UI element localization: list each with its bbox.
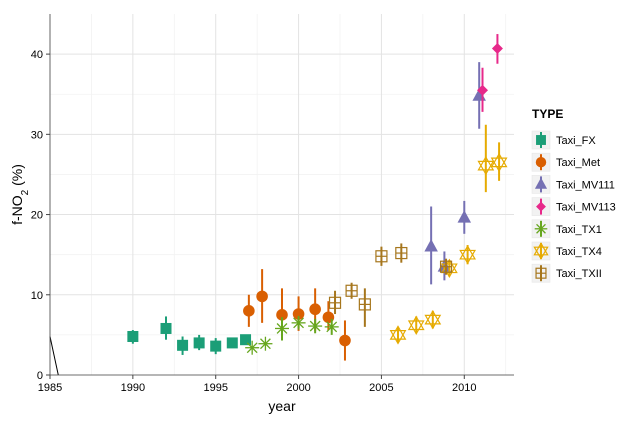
data-point bbox=[240, 334, 252, 346]
x-tick-label: 1995 bbox=[203, 382, 227, 394]
legend-item: Taxi_MV113 bbox=[531, 197, 616, 216]
data-point bbox=[490, 152, 508, 173]
data-point bbox=[226, 337, 238, 349]
legend: TYPE Taxi_FX Taxi_Met Taxi_MV111 Taxi_MV113 T… bbox=[531, 107, 616, 283]
data-point bbox=[160, 322, 172, 334]
data-point bbox=[256, 290, 268, 303]
annotation-line bbox=[49, 336, 59, 376]
legend-label: Taxi_FX bbox=[556, 135, 596, 147]
axes: 1985 1990 1995 2000 2005 2010 0 10 20 30 40 year f-N… bbox=[9, 14, 514, 414]
x-tick-label: 2005 bbox=[369, 382, 393, 394]
x-tick-label: 2000 bbox=[286, 382, 310, 394]
y-tick-label: 20 bbox=[31, 210, 43, 222]
series-taxi-mv113 bbox=[477, 34, 503, 112]
y-axis-title: f-NO2 (%) bbox=[9, 164, 31, 225]
y-tick-label: 0 bbox=[37, 370, 43, 382]
legend-key-symbol bbox=[536, 135, 546, 145]
y-tick-label: 10 bbox=[31, 290, 43, 302]
data-point bbox=[345, 284, 358, 297]
data-point bbox=[389, 325, 407, 345]
data-point bbox=[477, 155, 495, 176]
legend-key-symbol bbox=[535, 156, 547, 168]
x-tick-label: 1990 bbox=[121, 382, 145, 394]
data-point bbox=[127, 330, 139, 342]
legend-item: Taxi_MV111 bbox=[531, 175, 615, 194]
series-taxi-txii bbox=[328, 243, 453, 327]
data-point bbox=[459, 244, 476, 265]
data-point bbox=[395, 246, 408, 260]
legend-label: Taxi_Met bbox=[556, 157, 600, 169]
data-point bbox=[210, 340, 222, 352]
series-taxi-mv111 bbox=[424, 62, 486, 285]
series-taxi-fx bbox=[127, 316, 252, 355]
annotations bbox=[49, 336, 59, 376]
legend-key-symbol bbox=[533, 242, 549, 260]
data-point bbox=[275, 321, 289, 336]
data-point bbox=[339, 334, 351, 347]
data-point bbox=[258, 336, 273, 351]
legend-label: Taxi_MV111 bbox=[556, 179, 615, 191]
data-point bbox=[439, 260, 453, 273]
legend-item: Taxi_TXII bbox=[531, 263, 602, 283]
data-point bbox=[245, 340, 260, 355]
legend-title: TYPE bbox=[532, 107, 563, 121]
legend-label: Taxi_TX4 bbox=[556, 246, 602, 258]
data-point bbox=[358, 298, 371, 311]
series-taxi-tx4 bbox=[389, 124, 508, 345]
x-axis-title: year bbox=[268, 398, 296, 414]
data-point bbox=[193, 337, 205, 349]
data-point bbox=[324, 319, 339, 334]
data-point bbox=[424, 239, 438, 252]
data-point bbox=[424, 309, 442, 330]
series-taxi-met bbox=[243, 269, 351, 361]
legend-key-symbol bbox=[535, 267, 547, 279]
x-tick-label: 2010 bbox=[452, 382, 476, 394]
data-point bbox=[276, 309, 288, 321]
data-point bbox=[292, 308, 305, 320]
y-tick-label: 40 bbox=[31, 49, 43, 61]
legend-label: Taxi_MV113 bbox=[556, 202, 616, 214]
legend-label: Taxi_TX1 bbox=[556, 224, 602, 236]
data-point bbox=[328, 296, 342, 309]
legend-item: Taxi_TX1 bbox=[531, 219, 602, 239]
data-point bbox=[477, 84, 489, 96]
y-tick-label: 30 bbox=[31, 129, 43, 141]
x-tick-label: 1985 bbox=[38, 382, 62, 394]
legend-key-symbol bbox=[534, 222, 548, 236]
legend-key-symbol bbox=[534, 177, 548, 189]
legend-key-symbol bbox=[536, 201, 546, 212]
legend-item: Taxi_TX4 bbox=[531, 241, 602, 261]
data-point bbox=[375, 250, 388, 263]
data-point bbox=[291, 315, 306, 330]
data-point bbox=[177, 339, 189, 351]
legend-item: Taxi_Met bbox=[531, 152, 600, 172]
data-point bbox=[243, 305, 255, 317]
data-point bbox=[308, 319, 323, 334]
data-point bbox=[491, 42, 503, 54]
legend-item: Taxi_FX bbox=[531, 130, 596, 150]
data-point bbox=[457, 210, 472, 223]
data-marks bbox=[127, 34, 508, 361]
data-point bbox=[407, 315, 425, 335]
series-taxi-tx1 bbox=[245, 315, 339, 355]
data-point bbox=[309, 303, 321, 316]
legend-label: Taxi_TXII bbox=[556, 268, 602, 280]
